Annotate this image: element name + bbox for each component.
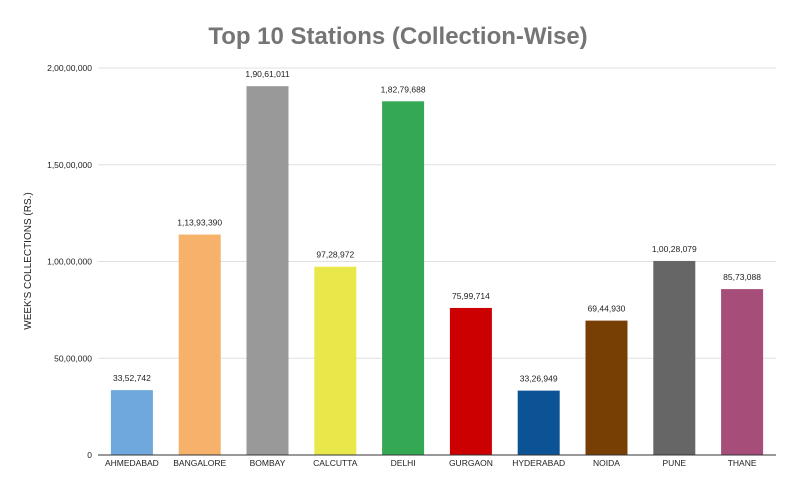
bar-bombay[interactable] (246, 86, 289, 455)
x-tick-label: AHMEDABAD (105, 458, 159, 468)
x-tick-label: BANGALORE (173, 458, 226, 468)
bar-calcutta[interactable] (314, 266, 357, 455)
x-tick-label: NOIDA (593, 458, 620, 468)
data-label: 33,52,742 (113, 373, 151, 383)
bar-gurgaon[interactable] (449, 307, 492, 455)
bars (110, 86, 764, 456)
data-label: 69,44,930 (588, 304, 626, 314)
data-label: 75,99,714 (452, 291, 490, 301)
data-label: 97,28,972 (316, 250, 354, 260)
y-tick-label: 1,00,00,000 (47, 257, 92, 267)
y-tick-label: 50,00,000 (54, 353, 92, 363)
y-tick-label: 2,00,00,000 (47, 63, 92, 73)
bar-hyderabad[interactable] (517, 390, 560, 455)
data-label: 1,82,79,688 (381, 84, 426, 94)
x-axis-ticks: AHMEDABAD BANGALORE BOMBAY CALCUTTA DELHI GUR… (105, 458, 757, 468)
y-axis-label: WEEK'S COLLECTIONS (RS.) (23, 192, 34, 330)
data-label: 1,90,61,011 (245, 69, 290, 79)
bar-ahmedabad[interactable] (110, 390, 153, 455)
x-tick-label: HYDERABAD (512, 458, 565, 468)
bar-thane[interactable] (721, 289, 764, 455)
data-label: 33,26,949 (520, 374, 558, 384)
y-tick-label: 1,50,00,000 (47, 160, 92, 170)
data-labels: 33,52,742 1,13,93,390 1,90,61,011 97,28,972… (113, 69, 761, 383)
y-tick-label: 0 (87, 450, 92, 460)
data-label: 1,00,28,079 (652, 244, 697, 254)
x-tick-label: CALCUTTA (313, 458, 358, 468)
x-tick-label: THANE (728, 458, 757, 468)
bar-delhi[interactable] (382, 101, 425, 456)
x-tick-label: PUNE (662, 458, 686, 468)
bar-noida[interactable] (585, 320, 628, 455)
x-tick-label: DELHI (391, 458, 416, 468)
bar-pune[interactable] (653, 260, 696, 455)
x-tick-label: BOMBAY (250, 458, 286, 468)
data-label: 1,13,93,390 (177, 218, 222, 228)
data-label: 85,73,088 (723, 272, 761, 282)
y-axis-ticks: 0 50,00,000 1,00,00,000 1,50,00,000 2,00,00,… (47, 63, 92, 460)
chart-title: Top 10 Stations (Collection-Wise) (208, 23, 587, 50)
bar-bangalore[interactable] (178, 234, 221, 455)
x-tick-label: GURGAON (449, 458, 493, 468)
